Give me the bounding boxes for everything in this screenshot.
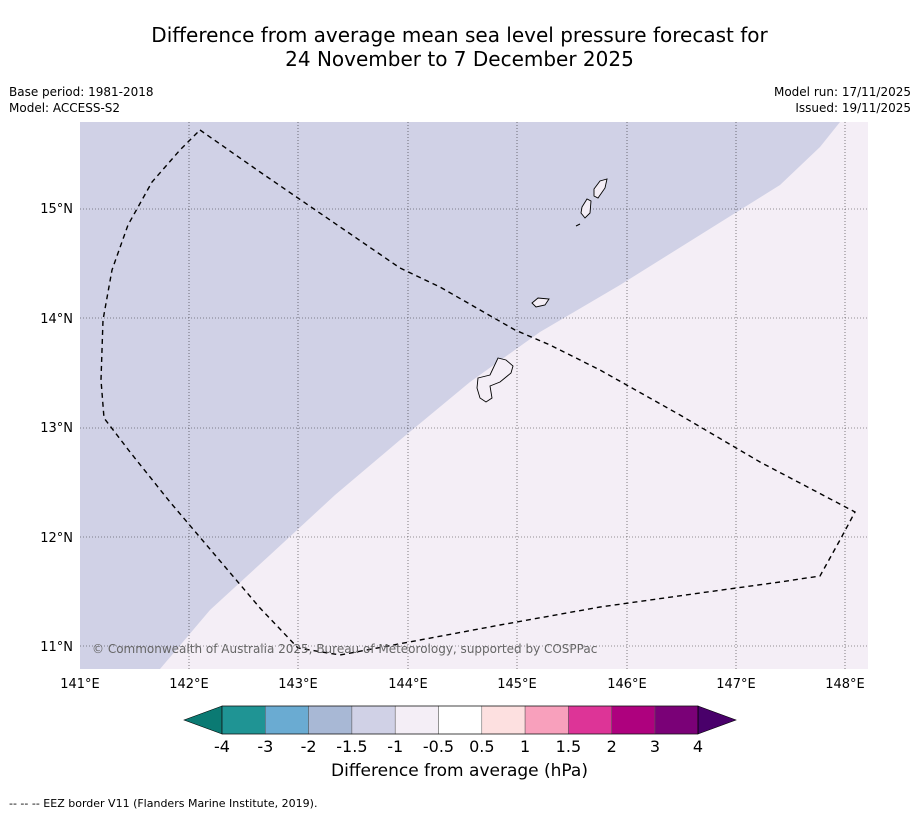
colorbar-tick: 2 (607, 737, 617, 756)
colorbar-tick: -1.5 (336, 737, 367, 756)
colorbar-title: Difference from average (hPa) (331, 761, 588, 781)
colorbar-tick: 1.5 (556, 737, 581, 756)
map-plot-area: © Commonwealth of Australia 2025, Bureau… (80, 122, 868, 669)
colorbar-ticks: -4 -3 -2 -1.5 -1 -0.5 0.5 1 1.5 2 3 4 (214, 737, 703, 756)
colorbar-segment (568, 705, 612, 735)
colorbar-tick: -2 (301, 737, 317, 756)
colorbar-segment (265, 705, 309, 735)
colorbar-outline (221, 705, 699, 735)
island-guam (476, 357, 514, 403)
island-saipan (593, 178, 608, 199)
latitude-labels: 15°N 14°N 13°N 12°N 11°N (40, 202, 73, 655)
lon-label: 142°E (169, 677, 209, 692)
gridlines (80, 122, 868, 669)
lat-label: 14°N (40, 312, 73, 327)
colorbar-segment (438, 705, 483, 735)
longitude-labels: 141°E 142°E 143°E 144°E 145°E 146°E 147°… (60, 677, 865, 692)
colorbar-tick: 4 (693, 737, 703, 756)
colorbar-tick: -4 (214, 737, 230, 756)
lat-label: 13°N (40, 421, 73, 436)
colorbar-segment (524, 705, 569, 735)
colorbar-tick: -3 (257, 737, 273, 756)
colorbar-tick: 0.5 (469, 737, 494, 756)
colorbar-segment (351, 705, 396, 735)
copyright-text: © Commonwealth of Australia 2025, Bureau… (92, 642, 597, 656)
lat-label: 15°N (40, 202, 73, 217)
colorbar-segment (308, 705, 353, 735)
lon-label: 141°E (60, 677, 100, 692)
eez-legend-note: -- -- -- EEZ border V11 (Flanders Marine… (9, 797, 318, 810)
eez-border (100, 129, 856, 656)
colorbar-tick: -1 (387, 737, 403, 756)
colorbar-segment (394, 705, 439, 735)
colorbar-arrow-low (183, 705, 223, 735)
model-label: Model: ACCESS-S2 (9, 101, 121, 115)
issued-label: Issued: 19/11/2025 (795, 101, 911, 115)
lon-label: 146°E (607, 677, 647, 692)
lon-label: 144°E (388, 677, 428, 692)
lat-label: 11°N (40, 640, 73, 655)
island-tinian (580, 198, 592, 219)
colorbar-segment (481, 705, 526, 735)
base-period-label: Base period: 1981-2018 (9, 85, 154, 99)
lon-label: 147°E (716, 677, 756, 692)
island-aguijan (575, 223, 581, 227)
colorbar-segment (611, 705, 656, 735)
colorbar-arrow-high (697, 705, 737, 735)
colorbar-segment (654, 705, 699, 735)
lat-label: 12°N (40, 531, 73, 546)
pressure-fill-dark (80, 122, 840, 669)
lon-label: 148°E (825, 677, 865, 692)
model-run-label: Model run: 17/11/2025 (773, 85, 911, 99)
colorbar-tick: 1 (520, 737, 530, 756)
lon-label: 145°E (497, 677, 537, 692)
title-line-1: Difference from average mean sea level p… (151, 23, 768, 47)
title-line-2: 24 November to 7 December 2025 (285, 47, 634, 71)
colorbar-tick: 3 (650, 737, 660, 756)
colorbar-segment (221, 705, 266, 735)
colorbar-tick: -0.5 (423, 737, 454, 756)
island-rota (531, 297, 550, 308)
lon-label: 143°E (278, 677, 318, 692)
colorbar: -4 -3 -2 -1.5 -1 -0.5 0.5 1 1.5 2 3 4 (183, 705, 737, 756)
